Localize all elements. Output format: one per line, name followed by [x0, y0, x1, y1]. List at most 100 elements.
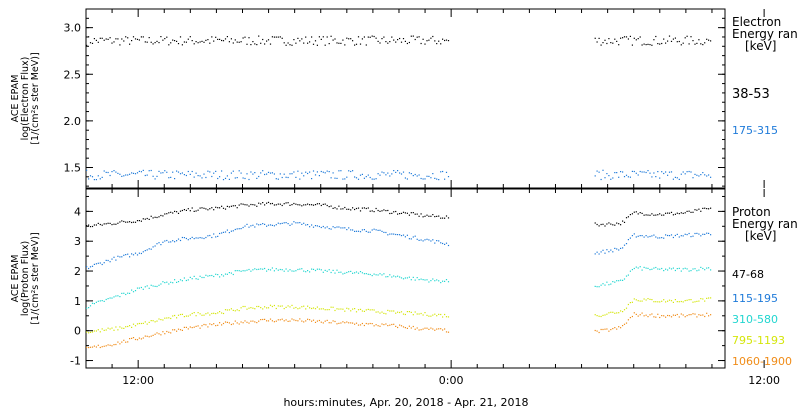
- data-point: [657, 171, 659, 173]
- data-point: [230, 230, 232, 232]
- data-point: [365, 230, 367, 232]
- data-point: [395, 276, 397, 278]
- data-point: [222, 207, 225, 209]
- data-point: [312, 170, 315, 172]
- data-point: [277, 319, 279, 321]
- data-point: [340, 170, 342, 172]
- data-point: [377, 209, 379, 212]
- data-point: [316, 44, 318, 46]
- data-point: [291, 223, 293, 225]
- data-point: [301, 205, 303, 207]
- data-point: [385, 323, 387, 325]
- data-point: [633, 312, 635, 314]
- data-point: [105, 259, 107, 261]
- data-point: [684, 37, 686, 39]
- data-point: [410, 212, 412, 214]
- data-point: [639, 235, 641, 237]
- data-point: [170, 281, 172, 283]
- data-point: [377, 325, 379, 327]
- data-point: [710, 234, 712, 236]
- data-point: [97, 41, 99, 43]
- data-point: [228, 41, 230, 43]
- data-point: [686, 210, 688, 212]
- data-point: [696, 232, 698, 234]
- data-point: [267, 201, 270, 203]
- data-point: [625, 307, 628, 309]
- data-point: [129, 256, 131, 258]
- data-point: [129, 292, 131, 294]
- data-point: [181, 209, 183, 212]
- data-point: [226, 205, 228, 207]
- data-point: [140, 338, 142, 340]
- data-point: [397, 326, 399, 329]
- data-point: [246, 269, 248, 271]
- data-point: [627, 38, 629, 40]
- data-point: [408, 276, 410, 278]
- data-point: [113, 329, 115, 331]
- data-point: [383, 36, 385, 38]
- data-point: [88, 307, 90, 309]
- data-point: [371, 323, 373, 325]
- data-point: [309, 307, 311, 309]
- data-point: [367, 174, 369, 176]
- data-point: [158, 216, 160, 218]
- data-point: [293, 270, 295, 272]
- data-point: [168, 212, 170, 214]
- data-point: [710, 297, 712, 299]
- data-point: [387, 234, 389, 236]
- data-point: [385, 41, 387, 43]
- data-point: [442, 170, 444, 173]
- data-point: [410, 238, 412, 240]
- data-point: [170, 332, 172, 334]
- legend-entry: 38-53: [732, 87, 770, 102]
- data-point: [236, 322, 238, 324]
- data-point: [91, 42, 94, 44]
- data-point: [197, 175, 199, 177]
- data-point: [643, 43, 645, 45]
- data-point: [99, 37, 101, 39]
- data-point: [293, 39, 295, 41]
- data-point: [250, 320, 252, 322]
- data-point: [181, 313, 183, 315]
- data-point: [436, 279, 438, 281]
- data-point: [682, 212, 684, 214]
- data-point: [440, 43, 442, 45]
- data-point: [170, 176, 172, 178]
- data-point: [144, 286, 146, 288]
- data-point: [287, 305, 289, 307]
- data-point: [301, 38, 303, 40]
- data-point: [309, 41, 311, 43]
- data-point: [168, 331, 170, 333]
- data-point: [119, 173, 121, 175]
- data-point: [665, 212, 667, 214]
- data-point: [406, 327, 408, 329]
- data-point: [295, 306, 297, 309]
- data-point: [706, 267, 708, 269]
- data-point: [174, 279, 176, 281]
- data-point: [162, 281, 164, 283]
- data-point: [166, 213, 168, 215]
- data-point: [383, 209, 385, 211]
- data-point: [348, 308, 350, 310]
- data-point: [367, 207, 369, 209]
- data-point: [275, 204, 277, 206]
- data-point: [269, 172, 272, 174]
- data-point: [661, 42, 663, 45]
- data-point: [303, 204, 305, 206]
- data-point: [91, 302, 94, 304]
- data-point: [146, 335, 148, 337]
- data-point: [213, 40, 215, 42]
- data-point: [307, 224, 309, 226]
- data-point: [379, 325, 381, 327]
- y-axis-label: log(Electron Flux): [20, 57, 31, 141]
- data-point: [273, 225, 275, 227]
- data-point: [156, 243, 158, 245]
- data-point: [168, 241, 170, 243]
- data-point: [89, 226, 92, 228]
- data-point: [205, 324, 207, 326]
- data-point: [690, 36, 692, 38]
- data-point: [610, 178, 612, 180]
- data-point: [287, 320, 289, 322]
- data-point: [330, 205, 332, 207]
